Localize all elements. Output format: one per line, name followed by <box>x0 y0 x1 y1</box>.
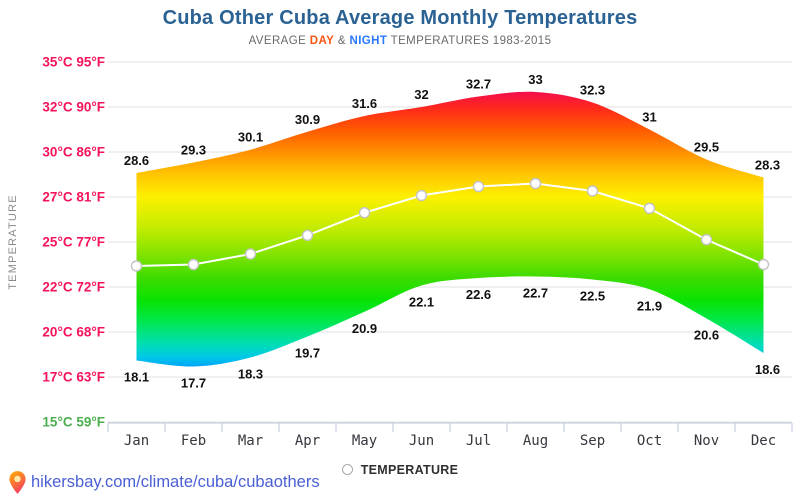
y-axis-title: TEMPERATURE <box>7 194 19 290</box>
data-point-marker <box>586 185 599 197</box>
month-label: Nov <box>694 433 719 449</box>
day-value-label: 29.5 <box>694 140 719 155</box>
month-label: Mar <box>238 433 263 449</box>
day-value-label: 30.1 <box>238 130 263 145</box>
data-point-marker <box>643 202 656 215</box>
night-value-label: 18.6 <box>755 362 780 377</box>
x-axis-group: Jan Feb Mar Apr May Jun Jul Aug Sep Oct Nov Dec <box>107 422 793 449</box>
month-label: Jan <box>124 433 149 449</box>
month-label: Oct <box>637 433 662 449</box>
data-point-marker <box>301 229 314 242</box>
subtitle-ampersand: & <box>337 35 346 47</box>
night-value-label: 17.7 <box>181 376 206 391</box>
night-value-label: 21.9 <box>637 298 662 313</box>
month-label: Jul <box>466 433 491 449</box>
night-value-label: 22.5 <box>580 289 605 304</box>
average-line-group <box>130 177 770 272</box>
data-point-marker <box>415 189 428 202</box>
night-value-label: 18.1 <box>124 370 149 385</box>
y-axis-tick-label: 22°C 72°F <box>42 280 105 295</box>
month-label: May <box>352 433 377 449</box>
day-value-label: 28.3 <box>755 158 780 173</box>
data-point-marker <box>358 206 371 219</box>
chart-title: Cuba Other Cuba Average Monthly Temperat… <box>162 7 638 29</box>
temperature-area <box>136 91 764 367</box>
data-point-marker <box>529 177 542 190</box>
data-point-marker <box>472 180 485 193</box>
subtitle-suffix: TEMPERATURES 1983-2015 <box>390 35 552 47</box>
night-value-label: 22.6 <box>466 287 491 302</box>
footer: hikersbay.com/climate/cuba/cubaothers <box>8 470 320 495</box>
night-value-label: 22.1 <box>409 295 434 310</box>
day-value-label: 33 <box>528 72 542 87</box>
day-value-label: 32.3 <box>580 83 605 98</box>
month-label: Dec <box>751 433 776 449</box>
month-label: Jun <box>409 433 434 449</box>
y-axis-tick-label: 15°C 59°F <box>42 415 105 430</box>
data-point-marker <box>700 233 713 246</box>
month-label: Sep <box>580 433 605 449</box>
night-value-label: 22.7 <box>523 286 548 301</box>
y-axis-tick-label: 32°C 90°F <box>42 100 105 115</box>
day-value-label: 31 <box>642 110 656 125</box>
legend-item-temperature[interactable]: TEMPERATURE <box>341 462 459 477</box>
y-axis-tick-label: 20°C 68°F <box>42 325 105 340</box>
day-value-label: 32.7 <box>466 77 491 92</box>
data-point-marker <box>244 248 257 260</box>
legend-circle-icon <box>341 464 353 475</box>
y-axis-tick-label: 17°C 63°F <box>42 370 105 385</box>
legend: TEMPERATURE <box>0 462 800 480</box>
night-value-label: 19.7 <box>295 346 320 361</box>
legend-label: TEMPERATURE <box>360 462 459 477</box>
value-labels-group: 28.6 29.3 30.1 30.9 31.6 32 32.7 33 32.3 31 29.5 28… <box>124 72 780 391</box>
day-value-label: 30.9 <box>295 112 320 127</box>
footer-link[interactable]: hikersbay.com/climate/cuba/cubaothers <box>31 473 320 491</box>
y-axis-tick-label: 35°C 95°F <box>42 55 105 70</box>
data-point-marker <box>130 260 143 272</box>
data-point-marker <box>757 258 770 271</box>
y-axis-tick-label: 27°C 81°F <box>42 190 105 205</box>
subtitle-day-word: DAY <box>309 35 335 47</box>
data-point-marker <box>187 258 200 271</box>
y-axis-labels-group: 35°C 95°F 32°C 90°F 30°C 86°F 27°C 81°F 25°C… <box>42 55 105 430</box>
month-label: Apr <box>295 433 320 449</box>
day-value-label: 29.3 <box>181 143 206 158</box>
month-label: Aug <box>523 433 548 449</box>
y-axis-tick-label: 25°C 77°F <box>42 235 105 250</box>
day-value-label: 28.6 <box>124 153 149 168</box>
day-value-label: 32 <box>414 87 428 102</box>
average-temperature-line <box>136 182 764 267</box>
subtitle-night-word: NIGHT <box>349 35 388 47</box>
temperature-chart: 28.6 29.3 30.1 30.9 31.6 32 32.7 33 32.3 31 29.5 28… <box>7 55 793 449</box>
subtitle-prefix: AVERAGE <box>248 35 307 47</box>
chart-subtitle: AVERAGE DAY & NIGHT TEMPERATURES 1983-20… <box>0 35 800 47</box>
y-axis-tick-label: 30°C 86°F <box>42 145 105 160</box>
month-label: Feb <box>181 433 206 449</box>
night-value-label: 20.6 <box>694 328 719 343</box>
night-value-label: 20.9 <box>352 321 377 336</box>
location-pin-icon <box>9 471 26 494</box>
temperature-area-group <box>136 91 764 367</box>
night-value-label: 18.3 <box>238 367 263 382</box>
day-value-label: 31.6 <box>352 96 377 111</box>
